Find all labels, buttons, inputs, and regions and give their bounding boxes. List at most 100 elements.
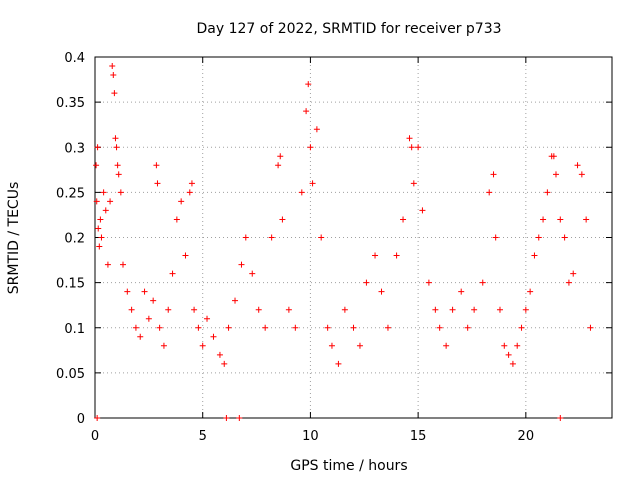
y-tick-label: 0.35 xyxy=(56,96,85,111)
data-point xyxy=(107,198,114,205)
plot-frame xyxy=(94,56,613,419)
data-point xyxy=(94,144,101,151)
data-point xyxy=(449,306,456,313)
y-tick-label: 0.3 xyxy=(64,141,85,156)
data-point xyxy=(112,135,119,142)
data-point xyxy=(496,306,503,313)
data-point xyxy=(544,189,551,196)
data-point xyxy=(277,153,284,160)
data-point xyxy=(557,415,564,421)
y-tick-label: 0 xyxy=(77,412,85,427)
data-point xyxy=(115,171,122,178)
data-point xyxy=(432,306,439,313)
y-tick-label: 0.2 xyxy=(64,232,85,247)
data-point xyxy=(100,189,107,196)
data-point xyxy=(501,342,508,349)
data-point xyxy=(318,234,325,241)
data-point xyxy=(356,342,363,349)
data-point xyxy=(341,306,348,313)
data-point xyxy=(238,261,245,268)
data-point xyxy=(94,415,101,421)
data-point xyxy=(145,315,152,322)
data-point xyxy=(96,243,103,250)
y-tick-label: 0.1 xyxy=(64,322,85,337)
x-tick-label: 20 xyxy=(518,429,535,444)
data-point xyxy=(120,261,127,268)
data-point xyxy=(378,288,385,295)
data-point xyxy=(186,189,193,196)
y-tick-label: 0.4 xyxy=(64,51,85,66)
data-point xyxy=(425,279,432,286)
data-point xyxy=(154,180,161,187)
data-point xyxy=(173,216,180,223)
data-point xyxy=(303,108,310,115)
data-point xyxy=(565,279,572,286)
data-point xyxy=(223,415,230,421)
data-point xyxy=(458,288,465,295)
data-point xyxy=(110,72,117,79)
y-tick-label: 0.25 xyxy=(56,186,85,201)
data-point xyxy=(587,324,594,331)
axis-ticks: 0 0.05 0.1 0.15 0.2 0.25 0.3 0.35 0.4 0 5 10 15 20 xyxy=(56,51,612,444)
data-point xyxy=(249,270,256,277)
data-point xyxy=(363,279,370,286)
x-tick-label: 15 xyxy=(410,429,427,444)
data-point xyxy=(410,180,417,187)
data-point xyxy=(328,342,335,349)
data-point xyxy=(255,306,262,313)
data-point xyxy=(95,225,102,232)
data-point xyxy=(279,216,286,223)
data-point xyxy=(182,252,189,259)
data-point xyxy=(313,126,320,133)
data-point xyxy=(268,234,275,241)
data-point xyxy=(415,144,422,151)
data-point xyxy=(509,360,516,367)
data-point xyxy=(104,261,111,268)
data-point xyxy=(188,180,195,187)
data-point xyxy=(117,189,124,196)
data-point xyxy=(522,306,529,313)
data-point xyxy=(232,297,239,304)
data-point xyxy=(191,306,198,313)
data-point xyxy=(137,333,144,340)
data-point xyxy=(570,270,577,277)
data-point xyxy=(210,333,217,340)
data-point xyxy=(141,288,148,295)
data-point xyxy=(350,324,357,331)
data-point xyxy=(204,315,211,322)
data-point xyxy=(557,216,564,223)
data-point xyxy=(285,306,292,313)
y-axis-label: SRMTID / TECUs xyxy=(6,182,22,295)
y-tick-label: 0.15 xyxy=(56,277,85,292)
data-point xyxy=(132,324,139,331)
data-point xyxy=(443,342,450,349)
data-point xyxy=(292,324,299,331)
data-points xyxy=(93,63,594,421)
data-point xyxy=(305,81,312,88)
data-point xyxy=(113,144,120,151)
data-point xyxy=(492,234,499,241)
data-point xyxy=(552,171,559,178)
data-point xyxy=(578,171,585,178)
data-point xyxy=(150,297,157,304)
data-point xyxy=(531,252,538,259)
data-point xyxy=(114,162,121,169)
data-point xyxy=(583,216,590,223)
data-point xyxy=(400,216,407,223)
data-point xyxy=(408,144,415,151)
data-point xyxy=(225,324,232,331)
data-point xyxy=(540,216,547,223)
data-point xyxy=(324,324,331,331)
data-point xyxy=(535,234,542,241)
data-point xyxy=(178,198,185,205)
data-point xyxy=(262,324,269,331)
data-point xyxy=(124,288,131,295)
x-tick-label: 5 xyxy=(199,429,207,444)
data-point xyxy=(111,90,118,97)
grid xyxy=(95,57,612,418)
data-point xyxy=(275,162,282,169)
data-point xyxy=(298,189,305,196)
data-point xyxy=(527,288,534,295)
data-point xyxy=(102,207,109,214)
